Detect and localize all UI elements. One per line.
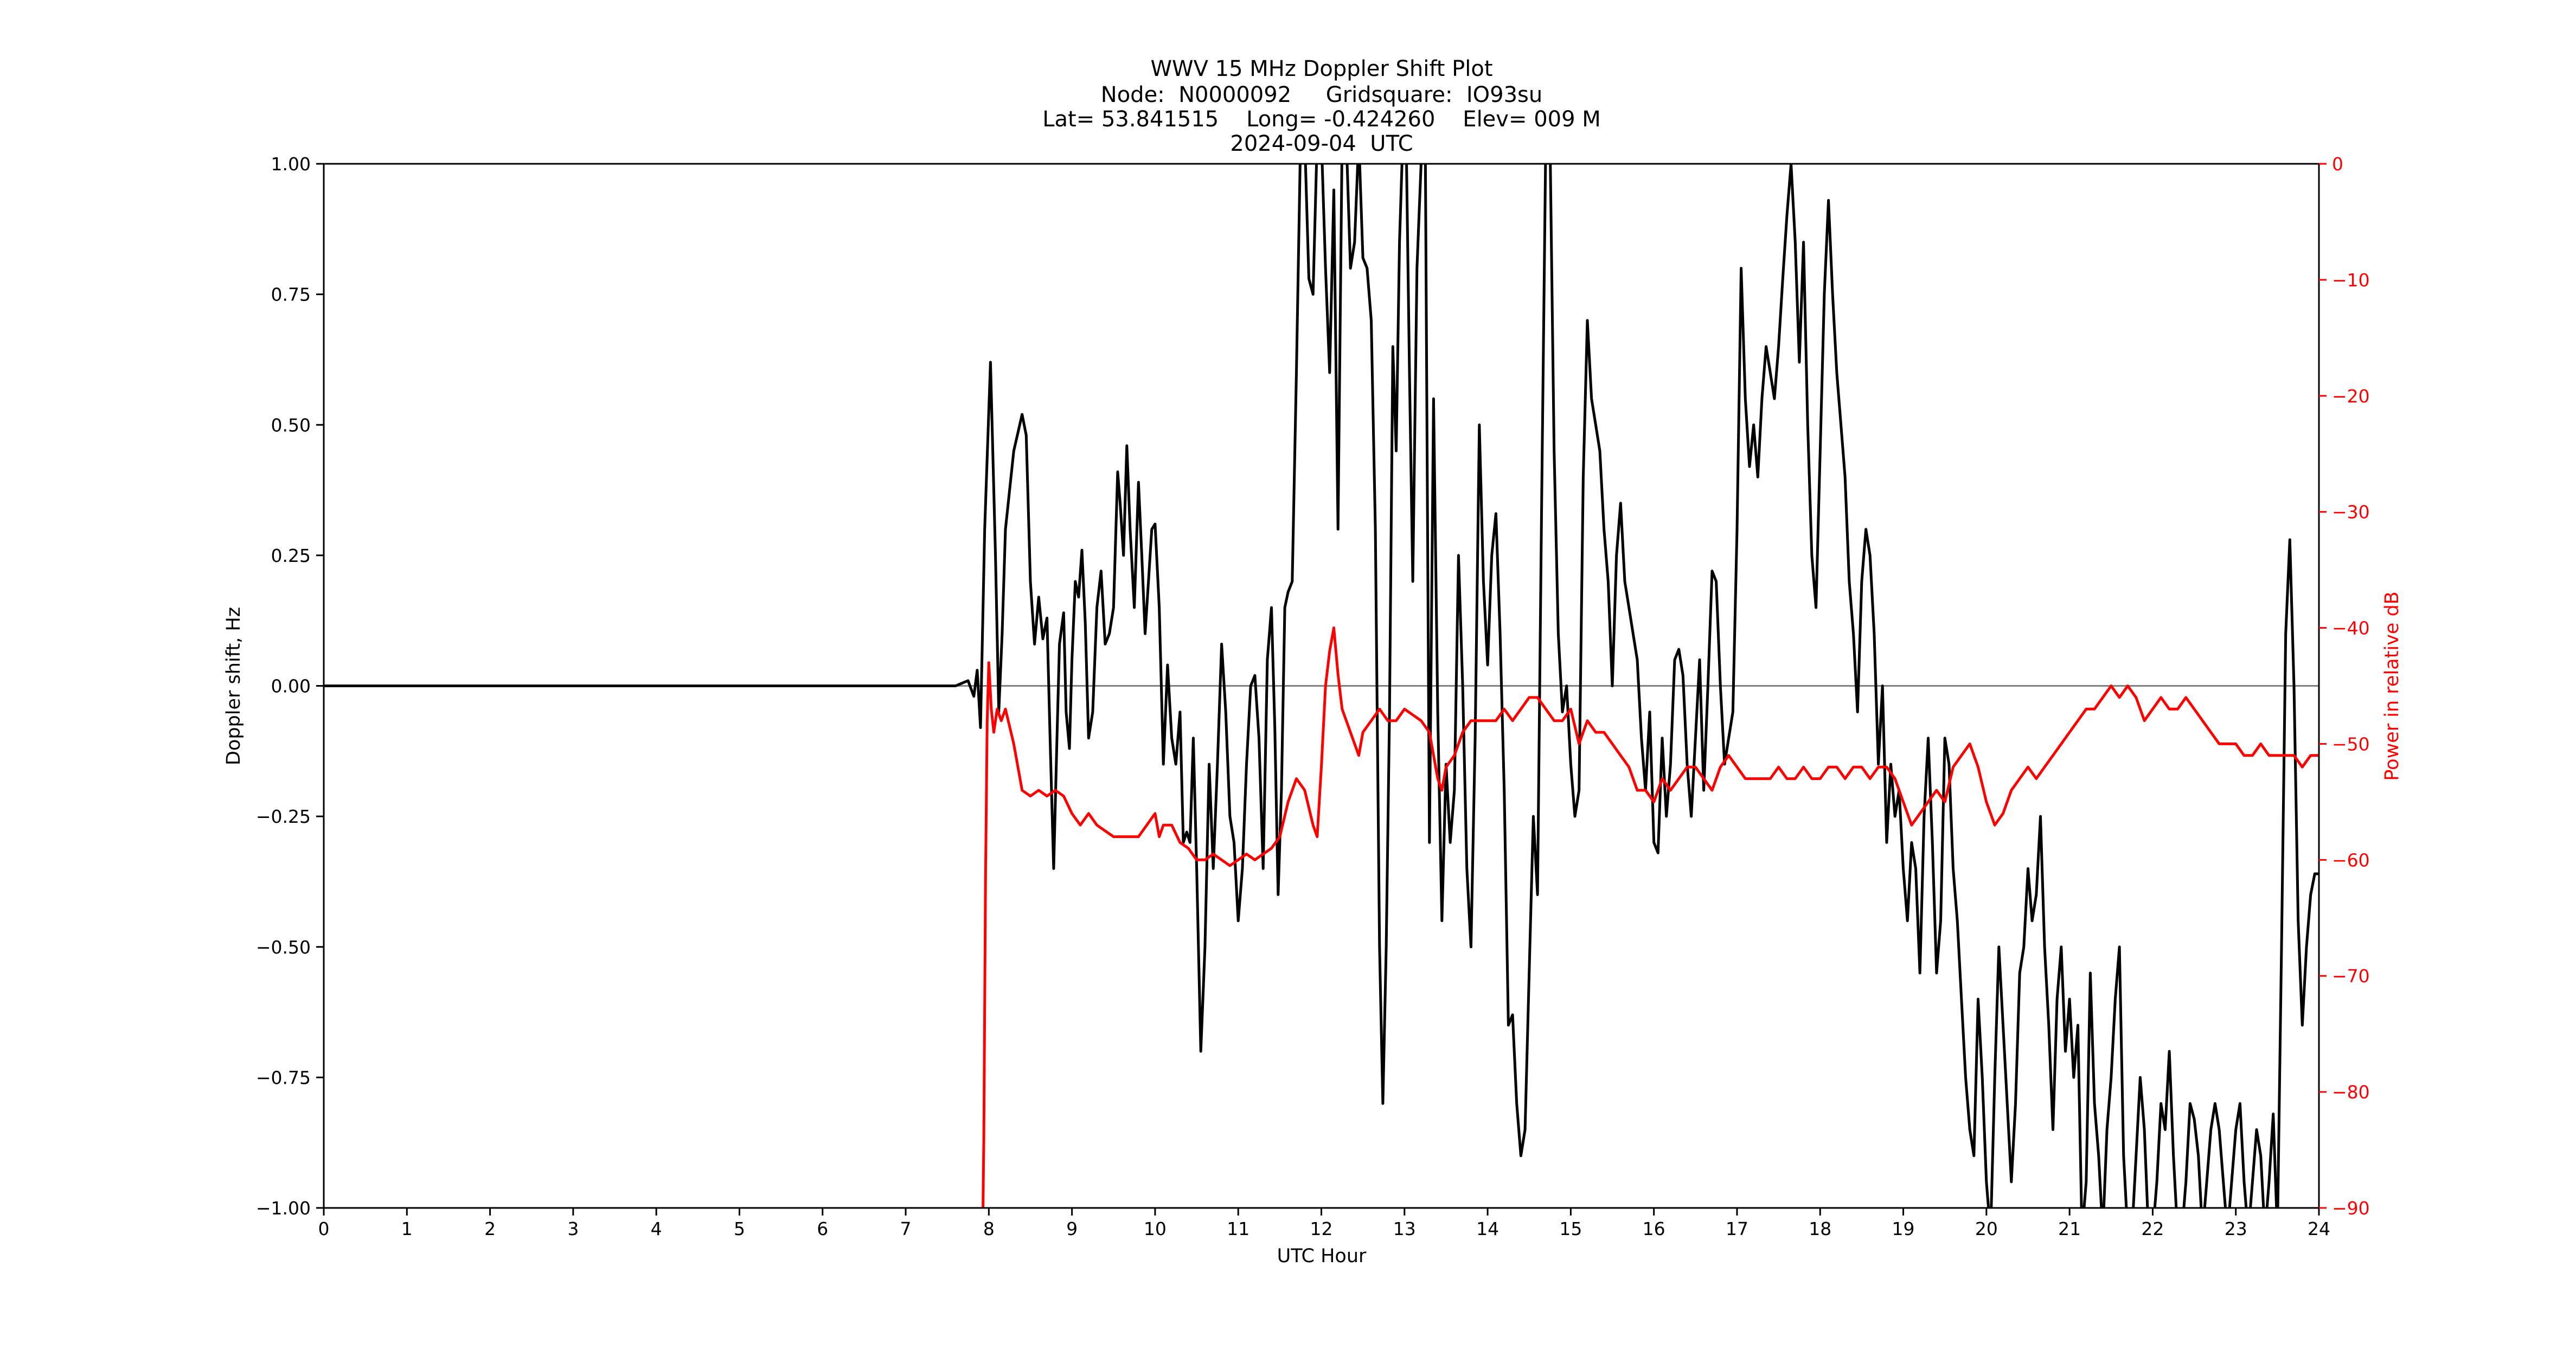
x-tick-label: 20 [1975,1218,1998,1239]
x-tick-label: 17 [1726,1218,1748,1239]
x-axis-label: UTC Hour [1277,1245,1367,1267]
right-y-axis-label: Power in relative dB [2381,591,2403,781]
x-tick-label: 13 [1393,1218,1416,1239]
chart-subtitle-date: 2024-09-04 UTC [1230,131,1413,156]
x-tick-label: 11 [1227,1218,1249,1239]
right-y-tick-label: −80 [2332,1082,2370,1103]
right-y-tick-label: −30 [2332,502,2370,523]
left-y-tick-label: −1.00 [256,1198,311,1219]
left-y-axis: 1.00 0.75 0.50 0.25 0.00 −0.25 −0.50 −0.75 −1.00 [256,153,324,1219]
right-y-tick-label: −10 [2332,270,2370,291]
left-y-tick-label: −0.75 [256,1067,311,1088]
x-tick-label: 18 [1809,1218,1831,1239]
right-y-tick-label: −50 [2332,733,2370,754]
series-layer [324,164,2319,1208]
x-tick-label: 15 [1559,1218,1582,1239]
x-tick-label: 14 [1476,1218,1499,1239]
right-y-tick-label: −20 [2332,386,2370,407]
x-tick-label: 16 [1643,1218,1665,1239]
doppler-series-line [324,164,2319,1208]
left-y-tick-label: −0.50 [256,937,311,958]
x-tick-label: 5 [734,1218,745,1239]
x-tick-label: 8 [983,1218,995,1239]
chart-title: WWV 15 MHz Doppler Shift Plot [1150,56,1492,81]
right-y-axis: 0 −10 −20 −30 −40 −50 −60 −70 −80 −90 [2319,153,2370,1219]
right-y-tick-label: −40 [2332,618,2370,639]
chart-subtitle-location: Lat= 53.841515 Long= -0.424260 Elev= 009… [1042,107,1601,132]
x-tick-label: 4 [651,1218,662,1239]
x-tick-label: 3 [567,1218,579,1239]
x-axis: 0 1 2 3 4 5 6 7 8 9 10 11 12 13 14 15 16 17 18 19 20 21 22 23 24 [318,1208,2330,1239]
left-y-tick-label: 0.00 [271,676,311,697]
x-tick-label: 9 [1066,1218,1078,1239]
x-tick-label: 12 [1310,1218,1333,1239]
left-y-tick-label: 0.25 [271,545,311,566]
x-tick-label: 0 [318,1218,330,1239]
x-tick-label: 23 [2225,1218,2247,1239]
right-y-tick-label: 0 [2332,153,2343,175]
power-series-line [982,626,2319,1208]
left-y-tick-label: 0.75 [271,284,311,305]
x-tick-label: 19 [1892,1218,1915,1239]
x-tick-label: 1 [401,1218,413,1239]
x-tick-label: 24 [2308,1218,2330,1239]
chart-subtitle-node: Node: N0000092 Gridsquare: IO93su [1101,82,1542,107]
left-y-tick-label: 0.50 [271,414,311,436]
x-tick-label: 22 [2141,1218,2164,1239]
right-y-tick-label: −90 [2332,1198,2370,1219]
x-tick-label: 10 [1144,1218,1167,1239]
left-y-tick-label: 1.00 [271,153,311,175]
x-tick-label: 6 [817,1218,828,1239]
right-y-tick-label: −70 [2332,965,2370,987]
left-y-axis-label: Doppler shift, Hz [223,607,245,765]
x-tick-label: 2 [484,1218,496,1239]
x-tick-label: 7 [900,1218,912,1239]
x-tick-label: 21 [2058,1218,2081,1239]
right-y-tick-label: −60 [2332,849,2370,871]
left-y-tick-label: −0.25 [256,806,311,827]
